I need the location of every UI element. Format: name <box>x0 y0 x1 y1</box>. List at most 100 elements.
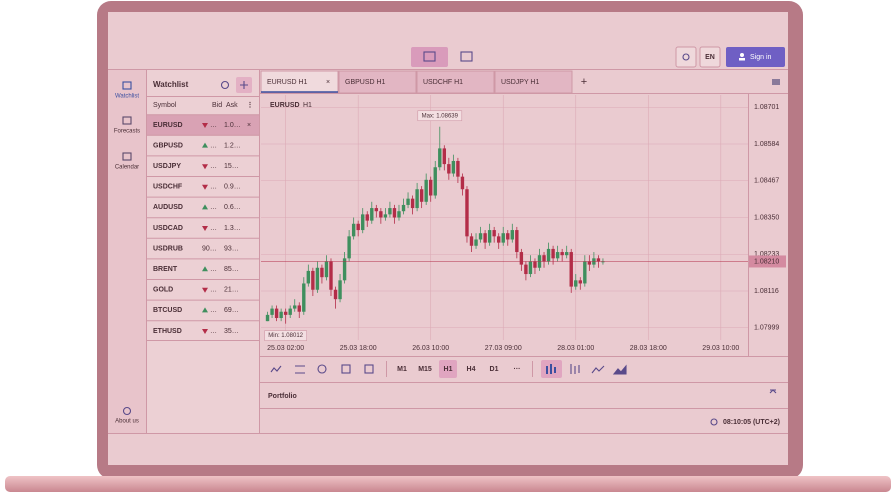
symbol[interactable]: USDRUB <box>153 245 183 252</box>
candle-body <box>564 252 569 256</box>
candle-body <box>274 308 279 319</box>
timeframe[interactable]: H4 <box>467 366 476 373</box>
tab[interactable] <box>494 70 573 94</box>
remove-button[interactable]: × <box>247 122 251 129</box>
symbol[interactable]: BRENT <box>153 266 178 273</box>
info-button[interactable] <box>220 80 230 90</box>
theme-button[interactable] <box>675 46 697 68</box>
timeframe[interactable]: H1 <box>444 366 453 373</box>
area-button[interactable] <box>612 364 627 375</box>
candle-body <box>419 189 424 202</box>
bid: … <box>210 328 217 335</box>
bars-button[interactable] <box>570 364 580 374</box>
sign-in-button[interactable] <box>726 47 785 67</box>
symbol[interactable]: USDCHF <box>153 184 183 191</box>
ask: 0.6… <box>224 204 241 211</box>
timeframe[interactable]: D1 <box>490 366 499 373</box>
min-label: Min: 1.08012 <box>268 333 303 339</box>
about-us[interactable]: About us <box>115 419 139 425</box>
trend-arrow <box>202 266 208 272</box>
candle-body <box>279 311 283 319</box>
candle-body <box>283 311 288 315</box>
tab[interactable] <box>260 70 339 94</box>
tab-label: USDCHF H1 <box>423 79 463 86</box>
candle-body <box>265 314 270 322</box>
candle-body <box>438 148 442 168</box>
sign-in: Sign in <box>750 54 772 61</box>
timeframe[interactable]: ··· <box>514 366 521 373</box>
symbol[interactable]: ETHUSD <box>153 328 182 335</box>
shapes-button[interactable] <box>317 364 327 374</box>
candle-body <box>338 280 342 300</box>
candle-body <box>555 252 560 259</box>
symbol[interactable]: GBPUSD <box>153 142 183 149</box>
candle-body <box>501 233 505 243</box>
nav-item[interactable]: Watchlist <box>115 94 139 100</box>
add-tab[interactable]: + <box>581 76 587 88</box>
template-button[interactable] <box>364 364 374 374</box>
nav-item[interactable]: Forecasts <box>114 129 140 135</box>
tab-label: EURUSD H1 <box>267 79 308 86</box>
close-tab[interactable]: × <box>326 79 330 86</box>
current-price-box <box>749 255 786 268</box>
candle-body <box>329 261 333 290</box>
candle-body <box>401 204 406 212</box>
candle-body <box>596 258 601 262</box>
trend-arrow <box>202 329 208 334</box>
x-tick-label: 26.03 10:00 <box>412 345 449 352</box>
ask: 35… <box>224 328 239 335</box>
tab-label: USDJPY H1 <box>501 79 539 86</box>
column-header: Symbol <box>153 102 177 109</box>
candle-body <box>356 223 360 231</box>
candle-body <box>302 283 306 312</box>
candle-body <box>311 270 315 290</box>
candle-body <box>465 189 469 237</box>
timeframe[interactable]: M1 <box>397 366 407 373</box>
candle-body <box>333 289 338 300</box>
candle-body <box>497 236 501 243</box>
symbol[interactable]: AUDUSD <box>153 204 183 211</box>
ask: 85… <box>224 266 239 273</box>
nav-item[interactable]: Calendar <box>115 165 139 171</box>
symbol[interactable]: USDCAD <box>153 225 183 232</box>
x-tick-label: 29.03 10:00 <box>702 345 739 352</box>
drawing-button[interactable] <box>295 365 305 374</box>
screenshot-button[interactable] <box>772 79 780 85</box>
collapse-button[interactable] <box>769 389 777 394</box>
bid: … <box>210 184 217 191</box>
symbol[interactable]: GOLD <box>153 287 173 294</box>
candle-body <box>379 211 383 218</box>
candle-body <box>560 252 564 256</box>
tab[interactable] <box>338 70 417 94</box>
tab[interactable] <box>416 70 495 94</box>
symbol[interactable]: BTCUSD <box>153 307 182 314</box>
candle-body <box>442 148 447 165</box>
candle-body <box>528 261 533 275</box>
indicators-button[interactable] <box>270 365 282 373</box>
icon[interactable] <box>460 51 473 62</box>
icon <box>682 53 690 61</box>
icon <box>739 58 745 61</box>
language-button[interactable] <box>699 46 721 68</box>
max-label-box <box>417 110 463 122</box>
nav-bar <box>108 70 146 433</box>
fib-button[interactable] <box>341 364 351 374</box>
symbol[interactable]: EURUSD <box>153 122 183 129</box>
symbol[interactable]: USDJPY <box>153 163 181 170</box>
candle-body <box>515 230 519 253</box>
candle-body <box>392 208 397 218</box>
candle-body <box>342 258 347 281</box>
tool-icons <box>270 360 627 378</box>
trend-arrow <box>202 204 208 210</box>
timeframe[interactable]: M15 <box>418 366 432 373</box>
candle-body <box>270 308 274 315</box>
bid: … <box>210 122 217 129</box>
line-button[interactable] <box>591 365 605 374</box>
portfolio-title[interactable]: Portfolio <box>268 393 297 400</box>
candle-body <box>410 198 415 209</box>
view-button-active[interactable] <box>411 47 448 67</box>
column-menu[interactable]: ⋮ <box>247 101 254 109</box>
nav-icon <box>122 116 132 125</box>
timeframe-active[interactable] <box>439 360 457 378</box>
